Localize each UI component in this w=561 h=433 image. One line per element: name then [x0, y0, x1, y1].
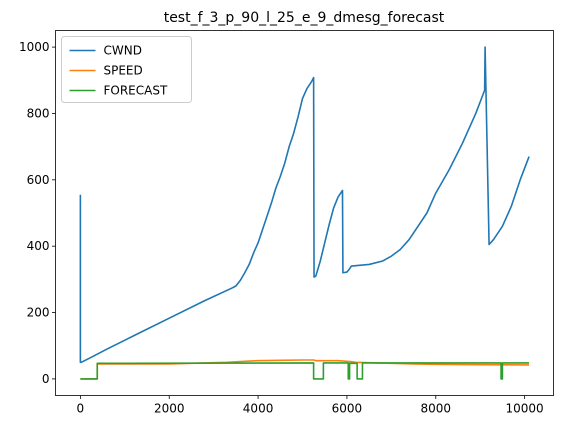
chart-title: test_f_3_p_90_l_25_e_9_dmesg_forecast — [164, 10, 445, 26]
y-tick-label: 0 — [42, 372, 50, 386]
plot-frame — [55, 30, 554, 396]
legend-label-forecast: FORECAST — [104, 84, 168, 98]
legend: CWND SPEED FORECAST — [61, 36, 192, 103]
y-tick-label: 400 — [27, 239, 50, 253]
y-tick-label: 600 — [27, 173, 50, 187]
y-tick-label: 800 — [27, 106, 50, 120]
x-tick-label: 4000 — [243, 402, 274, 416]
y-tick-label: 200 — [27, 306, 50, 320]
y-tick-label: 1000 — [19, 40, 50, 54]
plot-lines — [79, 46, 530, 380]
x-tick-label: 0 — [77, 402, 85, 416]
series-line-cwnd — [79, 46, 530, 364]
x-tick-label: 8000 — [421, 402, 452, 416]
legend-label-cwnd: CWND — [104, 44, 142, 58]
x-tick-label: 10000 — [506, 402, 544, 416]
x-tick-label: 6000 — [332, 402, 363, 416]
legend-box — [61, 36, 192, 103]
legend-label-speed: SPEED — [104, 64, 143, 78]
x-tick-label: 2000 — [154, 402, 185, 416]
axes: 0 2000 4000 6000 8000 10000 0 200 400 600 800 1000 — [19, 40, 544, 415]
series-line-forecast — [80, 362, 530, 380]
